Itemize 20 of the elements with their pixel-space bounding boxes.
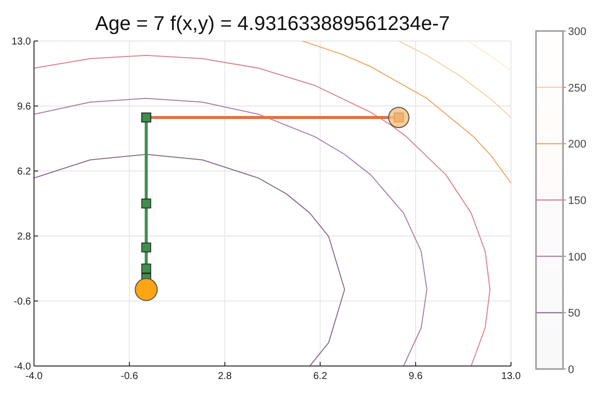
x-tick-label: 2.8 bbox=[218, 371, 232, 382]
y-tick-label: -4.0 bbox=[14, 362, 32, 372]
text: 50 bbox=[568, 308, 580, 320]
y-tick-label: -0.6 bbox=[14, 296, 32, 308]
y-tick-label: 6.2 bbox=[17, 166, 32, 178]
text: 0 bbox=[568, 364, 574, 376]
text: 250 bbox=[568, 82, 586, 94]
text: 300 bbox=[568, 26, 586, 38]
text: 100 bbox=[568, 251, 586, 264]
x-tick-label: -0.6 bbox=[120, 371, 138, 382]
x-tick-label: -4.0 bbox=[25, 371, 44, 382]
x-tick-label: 6.2 bbox=[313, 371, 328, 382]
chart-title: Age = 7 f(x,y) = 4.931633889561234e-7 bbox=[95, 13, 450, 35]
x-tick-label: 9.6 bbox=[408, 371, 423, 382]
y-tick-label: 9.6 bbox=[17, 102, 32, 112]
text: 200 bbox=[568, 138, 586, 151]
y-tick-label: 13.0 bbox=[12, 36, 32, 48]
x-tick-label: 13.0 bbox=[501, 371, 522, 382]
y-tick-label: 2.8 bbox=[17, 232, 32, 242]
text: 150 bbox=[568, 195, 586, 207]
